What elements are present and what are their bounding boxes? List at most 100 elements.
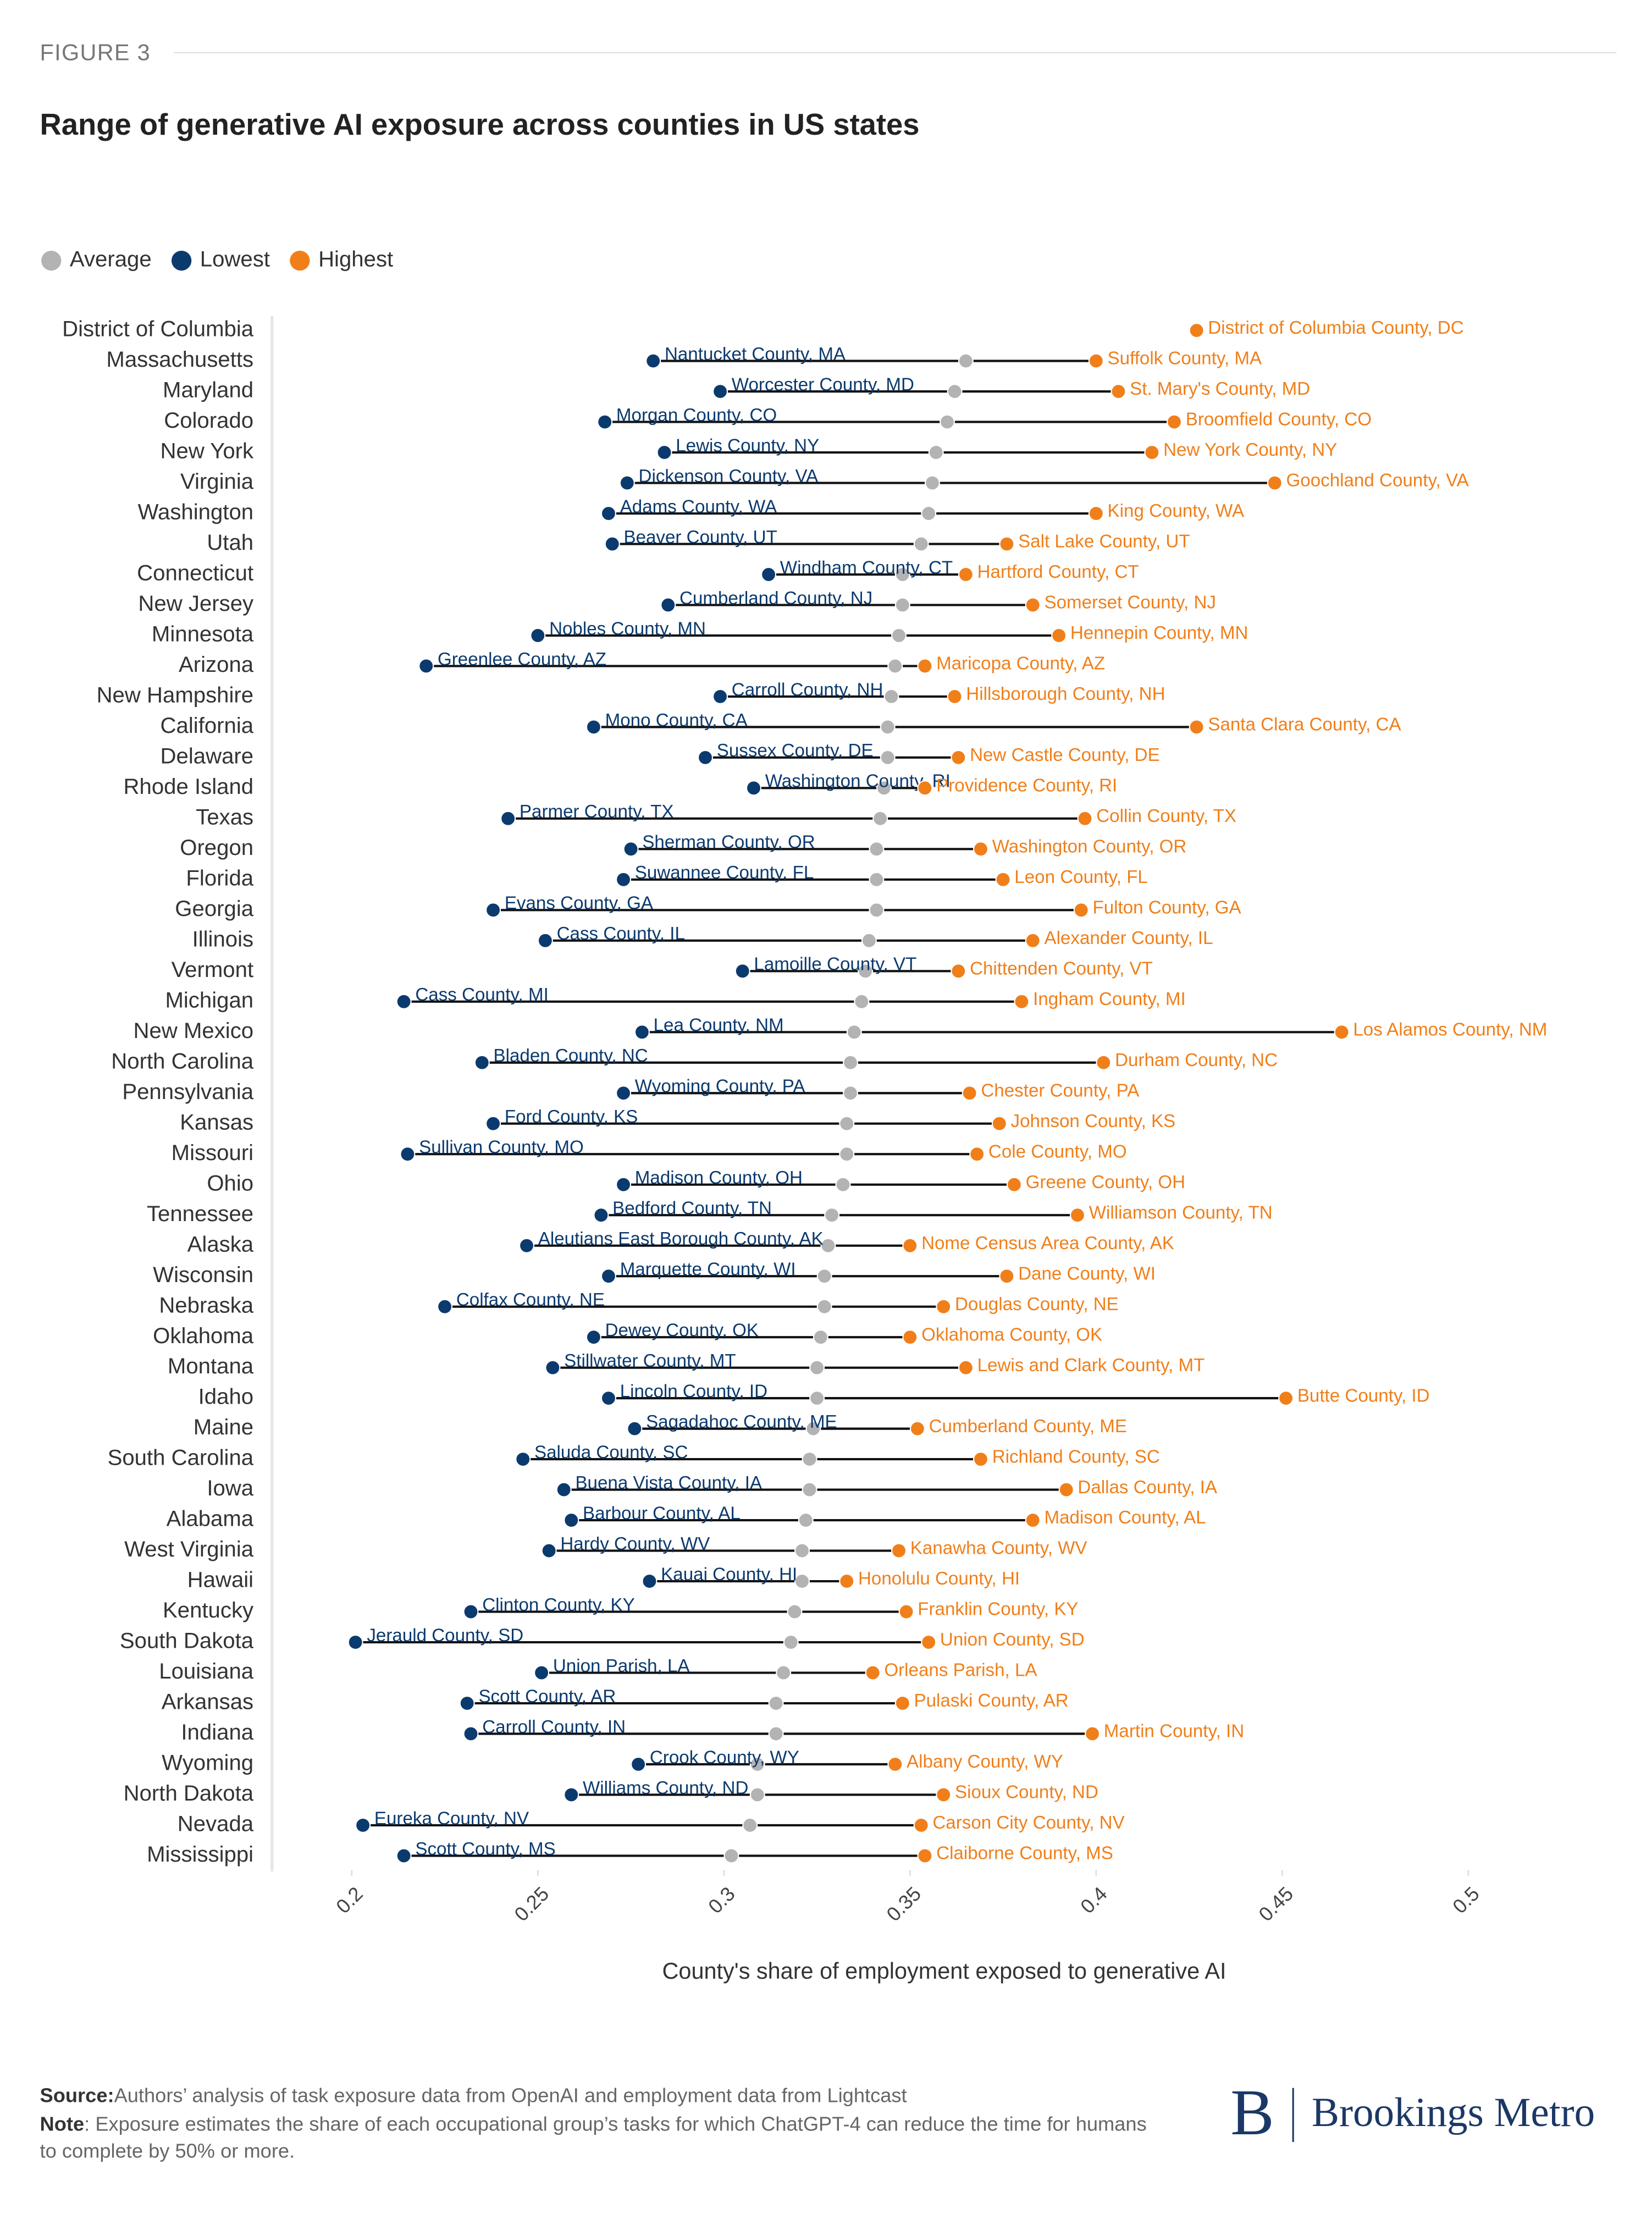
county-label: Eureka County, NV: [374, 1808, 529, 1829]
source-text: Authors’ analysis of task exposure data …: [114, 2083, 907, 2107]
county-label: Colfax County, NE: [456, 1290, 605, 1310]
figure-label: FIGURE 3: [40, 39, 151, 65]
dot: [776, 1665, 792, 1681]
dot: [396, 993, 412, 1009]
dot: [1088, 353, 1104, 369]
county-label: Worcester County, MD: [732, 374, 914, 395]
dot: [843, 1085, 859, 1101]
dot: [958, 1360, 974, 1376]
dot: [999, 536, 1015, 552]
dot: [969, 1146, 985, 1162]
dot: [1077, 810, 1093, 826]
county-label: Cass County, IL: [557, 924, 685, 944]
source-label: Source:: [40, 2083, 114, 2107]
dot: [712, 688, 728, 704]
county-label: Jerauld County, SD: [367, 1625, 523, 1646]
county-label: Nantucket County, MA: [665, 344, 846, 365]
row-label: Oklahoma: [153, 1323, 254, 1348]
dot: [973, 1451, 988, 1467]
county-label: King County, WA: [1108, 501, 1245, 521]
county-label: Butte County, ID: [1297, 1385, 1430, 1406]
dot: [802, 1451, 817, 1467]
county-label: Carson City County, NV: [932, 1813, 1124, 1833]
legend-swatch: [41, 250, 62, 271]
legend-label: Average: [70, 247, 152, 272]
dot: [805, 1421, 821, 1437]
row-label: Pennsylvania: [122, 1079, 253, 1104]
dot: [585, 719, 601, 735]
dot: [761, 566, 777, 582]
dot: [894, 597, 910, 613]
row-label: Texas: [196, 804, 253, 829]
row-label: Utah: [207, 530, 253, 555]
county-label: Mono County, CA: [605, 710, 748, 731]
county-label: Johnson County, KS: [1011, 1111, 1176, 1131]
dot: [463, 1726, 479, 1742]
dot: [768, 1726, 784, 1742]
dot: [924, 475, 940, 491]
dot: [999, 1268, 1015, 1284]
dot: [593, 1207, 609, 1223]
legend-label: Highest: [318, 247, 393, 272]
county-label: Hartford County, CT: [977, 562, 1139, 582]
dot: [872, 810, 888, 826]
dot: [861, 932, 877, 948]
county-label: District of Columbia County, DC: [1208, 318, 1463, 338]
dot: [839, 1116, 855, 1131]
dot: [616, 1085, 632, 1101]
row-label: Colorado: [164, 408, 253, 433]
dot: [563, 1787, 579, 1803]
dot: [894, 566, 910, 582]
dot: [913, 1817, 929, 1833]
dot: [537, 932, 553, 948]
dot: [865, 1665, 881, 1681]
county-label: Morgan County, CO: [616, 405, 777, 426]
county-label: Orleans Parish, LA: [884, 1660, 1037, 1681]
row-label: Alabama: [167, 1506, 254, 1531]
legend-swatch: [290, 250, 310, 271]
county-label: Martin County, IN: [1104, 1721, 1244, 1742]
dot: [973, 841, 988, 857]
row-label: Nevada: [178, 1812, 254, 1836]
dot: [1085, 1726, 1101, 1742]
row-label: Kansas: [180, 1109, 253, 1134]
x-tick-label: 0.45: [1254, 1882, 1297, 1926]
county-label: Buena Vista County, IA: [575, 1473, 762, 1493]
dot: [1110, 384, 1126, 399]
dot: [712, 384, 728, 399]
dot: [921, 1635, 937, 1650]
row-label: Idaho: [198, 1384, 253, 1409]
dot: [958, 566, 974, 582]
dot: [869, 902, 885, 918]
county-label: Barbour County, AL: [583, 1503, 741, 1523]
county-label: Williams County, ND: [583, 1778, 748, 1798]
county-label: Evans County, GA: [505, 893, 654, 914]
dot: [913, 536, 929, 552]
county-label: Chittenden County, VT: [970, 958, 1153, 979]
dot: [623, 841, 639, 857]
county-label: Providence County, RI: [936, 776, 1117, 796]
dot: [463, 1604, 479, 1620]
dot: [698, 749, 713, 765]
county-label: Wyoming County, PA: [635, 1076, 806, 1097]
dot: [887, 658, 903, 674]
dot: [809, 1390, 825, 1406]
county-label: Dewey County, OK: [605, 1321, 759, 1341]
row-label: New York: [161, 439, 255, 463]
dot: [515, 1451, 531, 1467]
dot: [1167, 414, 1182, 430]
legend-label: Lowest: [200, 247, 270, 272]
dot: [723, 1848, 739, 1864]
county-label: Aleutians East Borough County, AK: [538, 1229, 824, 1249]
dot: [880, 719, 896, 735]
dot: [459, 1696, 475, 1711]
dot: [839, 1146, 855, 1162]
dot: [880, 749, 896, 765]
dot: [355, 1817, 371, 1833]
county-label: Nobles County, MN: [549, 619, 706, 639]
dot: [936, 1787, 952, 1803]
row-label: Kentucky: [163, 1598, 253, 1622]
dot: [876, 780, 892, 796]
